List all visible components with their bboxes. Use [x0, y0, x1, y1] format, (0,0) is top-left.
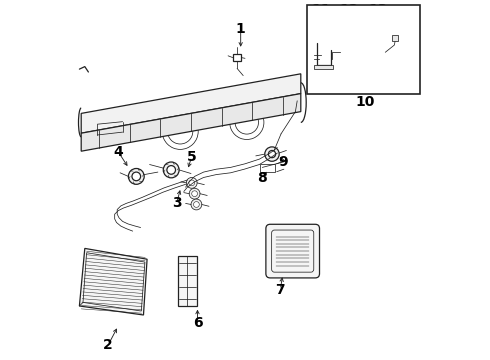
- Circle shape: [191, 199, 202, 210]
- Text: 2: 2: [103, 338, 113, 352]
- Text: 12: 12: [340, 3, 359, 17]
- Circle shape: [194, 202, 199, 207]
- Text: 13: 13: [368, 3, 388, 17]
- Circle shape: [163, 162, 179, 178]
- Text: 4: 4: [113, 145, 123, 159]
- Text: 5: 5: [187, 150, 196, 163]
- Circle shape: [189, 188, 200, 199]
- FancyBboxPatch shape: [266, 224, 319, 278]
- Circle shape: [269, 150, 275, 158]
- Bar: [177, 256, 197, 306]
- Bar: [392, 35, 398, 41]
- Text: 10: 10: [356, 95, 375, 108]
- Circle shape: [345, 48, 354, 57]
- Text: 11: 11: [312, 3, 331, 17]
- Bar: [261, 164, 275, 172]
- Polygon shape: [81, 94, 301, 151]
- Circle shape: [265, 147, 279, 161]
- Bar: [314, 65, 333, 69]
- Circle shape: [371, 47, 386, 61]
- Circle shape: [186, 177, 197, 188]
- Circle shape: [128, 168, 144, 184]
- Circle shape: [189, 180, 195, 186]
- Polygon shape: [79, 248, 147, 315]
- Text: 8: 8: [257, 171, 267, 185]
- Text: 6: 6: [193, 316, 202, 330]
- Circle shape: [132, 172, 141, 181]
- Text: 9: 9: [278, 155, 288, 169]
- Bar: [233, 54, 242, 61]
- Text: 3: 3: [172, 197, 181, 210]
- Text: 7: 7: [275, 283, 285, 297]
- Circle shape: [341, 43, 358, 61]
- Bar: [307, 5, 420, 94]
- Circle shape: [192, 191, 197, 197]
- Polygon shape: [81, 74, 301, 133]
- Text: 1: 1: [236, 22, 245, 36]
- Circle shape: [167, 166, 175, 174]
